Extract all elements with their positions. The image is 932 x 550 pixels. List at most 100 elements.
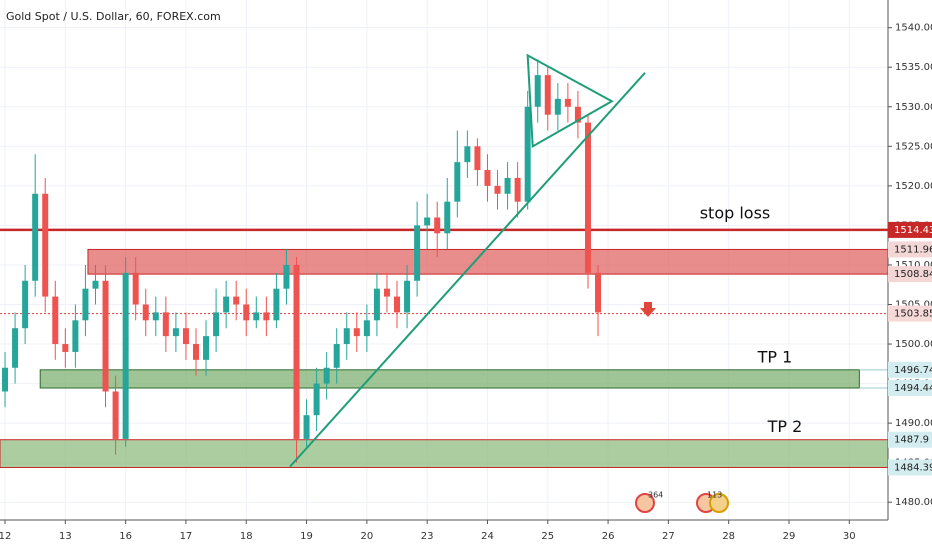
candle-body bbox=[494, 185, 501, 194]
candle-body bbox=[152, 312, 159, 321]
candle-body bbox=[92, 280, 99, 289]
candle-body bbox=[132, 272, 139, 305]
zone-name: TP 2 bbox=[767, 417, 803, 436]
event-icon: 364 bbox=[635, 491, 663, 513]
candle-body bbox=[233, 296, 240, 305]
candle-body bbox=[112, 391, 119, 439]
triangle bbox=[526, 53, 614, 148]
x-tick-label: 20 bbox=[360, 531, 373, 542]
candle-body bbox=[192, 344, 199, 360]
candle-body bbox=[343, 328, 350, 345]
candle-body bbox=[474, 146, 481, 171]
candle-body bbox=[524, 106, 531, 202]
candle-body bbox=[454, 162, 461, 202]
time-axis bbox=[0, 520, 888, 550]
candle-body bbox=[52, 296, 59, 345]
y-tick-label: 1490.00 bbox=[895, 418, 932, 429]
candle-body bbox=[162, 312, 169, 337]
trend-line bbox=[289, 72, 646, 468]
zone bbox=[0, 439, 889, 468]
x-tick-label: 12 bbox=[0, 531, 11, 542]
candle-body bbox=[82, 288, 89, 321]
candle-body bbox=[514, 177, 521, 202]
y-tick-label: 1530.00 bbox=[895, 102, 932, 113]
candle-body bbox=[595, 272, 602, 313]
price-label-box bbox=[888, 266, 932, 283]
x-tick-label: 16 bbox=[119, 531, 132, 542]
chart-title: Gold Spot / U.S. Dollar, 60, FOREX.com bbox=[6, 10, 221, 23]
candle-body bbox=[263, 312, 270, 321]
candle-body bbox=[434, 217, 441, 234]
price-label: 1487.9 bbox=[894, 435, 929, 446]
candle-body bbox=[12, 328, 19, 368]
y-tick-label: 1510.00 bbox=[895, 260, 932, 271]
y-tick-label: 1540.00 bbox=[895, 23, 932, 34]
x-tick-label: 27 bbox=[662, 531, 675, 542]
price-label-box bbox=[888, 361, 932, 378]
candle-body bbox=[504, 177, 511, 194]
candle-body bbox=[213, 312, 220, 337]
price-label-box bbox=[888, 431, 932, 448]
zone bbox=[39, 369, 860, 389]
x-tick-label: 24 bbox=[481, 531, 494, 542]
x-tick-label: 26 bbox=[602, 531, 615, 542]
y-tick-label: 1505.00 bbox=[895, 299, 932, 310]
candle-body bbox=[464, 146, 471, 163]
zone-name: TP 1 bbox=[757, 347, 793, 366]
price-label-box bbox=[888, 221, 932, 238]
candle-body bbox=[584, 122, 591, 273]
candle-body bbox=[353, 328, 360, 337]
candle-body bbox=[273, 288, 280, 321]
price-label-box bbox=[888, 380, 932, 397]
axes: 1480.001485.001490.001495.001500.001505.… bbox=[0, 23, 932, 542]
candle-body bbox=[283, 264, 290, 289]
candle-body bbox=[223, 296, 230, 313]
price-label-box bbox=[888, 305, 932, 322]
candle-body bbox=[172, 328, 179, 337]
candle-body bbox=[42, 193, 49, 297]
candle-body bbox=[62, 344, 69, 352]
price-label: 1484.39 bbox=[894, 462, 932, 473]
candle-body bbox=[574, 106, 581, 123]
y-tick-label: 1535.00 bbox=[895, 62, 932, 73]
candle-body bbox=[32, 193, 39, 281]
candle-body bbox=[22, 280, 29, 329]
price-label-box bbox=[888, 459, 932, 476]
candle-body bbox=[313, 383, 320, 416]
candle-body bbox=[383, 288, 390, 297]
candle-body bbox=[404, 280, 411, 313]
x-tick-label: 28 bbox=[722, 531, 735, 542]
price-label-box bbox=[888, 241, 932, 258]
y-tick-label: 1525.00 bbox=[895, 141, 932, 152]
y-tick-label: 1480.00 bbox=[895, 497, 932, 508]
candle-body bbox=[333, 344, 340, 368]
candle-body bbox=[394, 296, 401, 313]
price-label: 1496.74 bbox=[894, 365, 932, 376]
candle-body bbox=[203, 336, 210, 360]
candle-body bbox=[72, 320, 79, 352]
candle-body bbox=[534, 75, 541, 107]
drawings bbox=[289, 53, 656, 468]
candle-body bbox=[564, 98, 571, 107]
price-label: 1508.84 bbox=[894, 269, 932, 280]
candle-body bbox=[323, 367, 330, 384]
zone bbox=[87, 248, 889, 275]
x-tick-label: 25 bbox=[541, 531, 554, 542]
price-label: 1503.85 bbox=[894, 309, 932, 320]
x-tick-label: 18 bbox=[240, 531, 253, 542]
candles bbox=[2, 59, 602, 463]
event-label: 113 bbox=[707, 491, 722, 500]
x-tick-label: 19 bbox=[300, 531, 313, 542]
event-icon: 113 bbox=[696, 491, 729, 513]
x-tick-label: 29 bbox=[783, 531, 796, 542]
price-label: 1511.96 bbox=[894, 244, 932, 255]
candle-body bbox=[363, 320, 370, 337]
y-tick-label: 1520.00 bbox=[895, 181, 932, 192]
candle-body bbox=[424, 217, 431, 226]
x-tick-label: 17 bbox=[180, 531, 193, 542]
x-tick-label: 30 bbox=[843, 531, 856, 542]
price-label: 1514.43 bbox=[894, 225, 932, 236]
candle-body bbox=[544, 75, 551, 115]
candle-body bbox=[122, 272, 129, 439]
